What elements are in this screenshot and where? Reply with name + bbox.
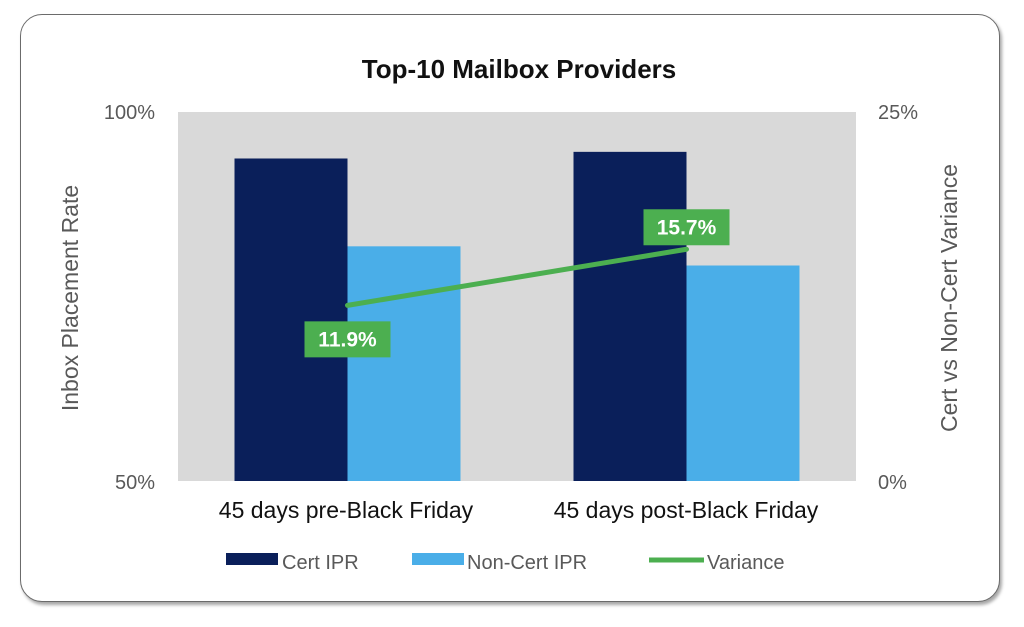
- y-tick-top: 100%: [104, 102, 155, 124]
- bar-noncert-0: [347, 246, 461, 481]
- y2-axis-label: Cert vs Non-Cert Variance: [936, 164, 962, 432]
- y2-tick-bottom: 0%: [878, 472, 907, 494]
- variance-series-line: [345, 246, 689, 308]
- variance-data-label-0: 11.9%: [318, 328, 377, 351]
- chart-title: Top-10 Mailbox Providers: [362, 54, 676, 84]
- legend-label-noncert: Non-Cert IPR: [467, 552, 587, 574]
- x-category-label-0: 45 days pre-Black Friday: [219, 497, 474, 523]
- variance-data-label-bg-0: [304, 321, 391, 358]
- bar-cert-0: [234, 158, 348, 481]
- legend-label-variance: Variance: [707, 552, 784, 574]
- y-axis-label: Inbox Placement Rate: [57, 185, 83, 411]
- bars-group: [234, 151, 800, 482]
- chart: Top-10 Mailbox Providers 11.9% 15.7% 100%…: [57, 54, 962, 574]
- legend-swatch-cert: [226, 553, 278, 565]
- legend: Cert IPR Non-Cert IPR Variance: [226, 552, 784, 574]
- variance-data-label-bg-1: [643, 209, 730, 246]
- legend-swatch-noncert: [412, 553, 464, 565]
- variance-line-group: 11.9% 15.7%: [304, 209, 730, 358]
- bar-noncert-1: [686, 265, 800, 481]
- variance-data-label-1: 15.7%: [657, 216, 717, 239]
- bar-cert-1: [573, 151, 687, 482]
- x-category-label-1: 45 days post-Black Friday: [554, 497, 819, 523]
- y-tick-bottom: 50%: [115, 472, 155, 494]
- chart-card: Top-10 Mailbox Providers 11.9% 15.7% 100%…: [20, 14, 1000, 602]
- legend-label-cert: Cert IPR: [282, 552, 359, 574]
- y2-tick-top: 25%: [878, 102, 918, 124]
